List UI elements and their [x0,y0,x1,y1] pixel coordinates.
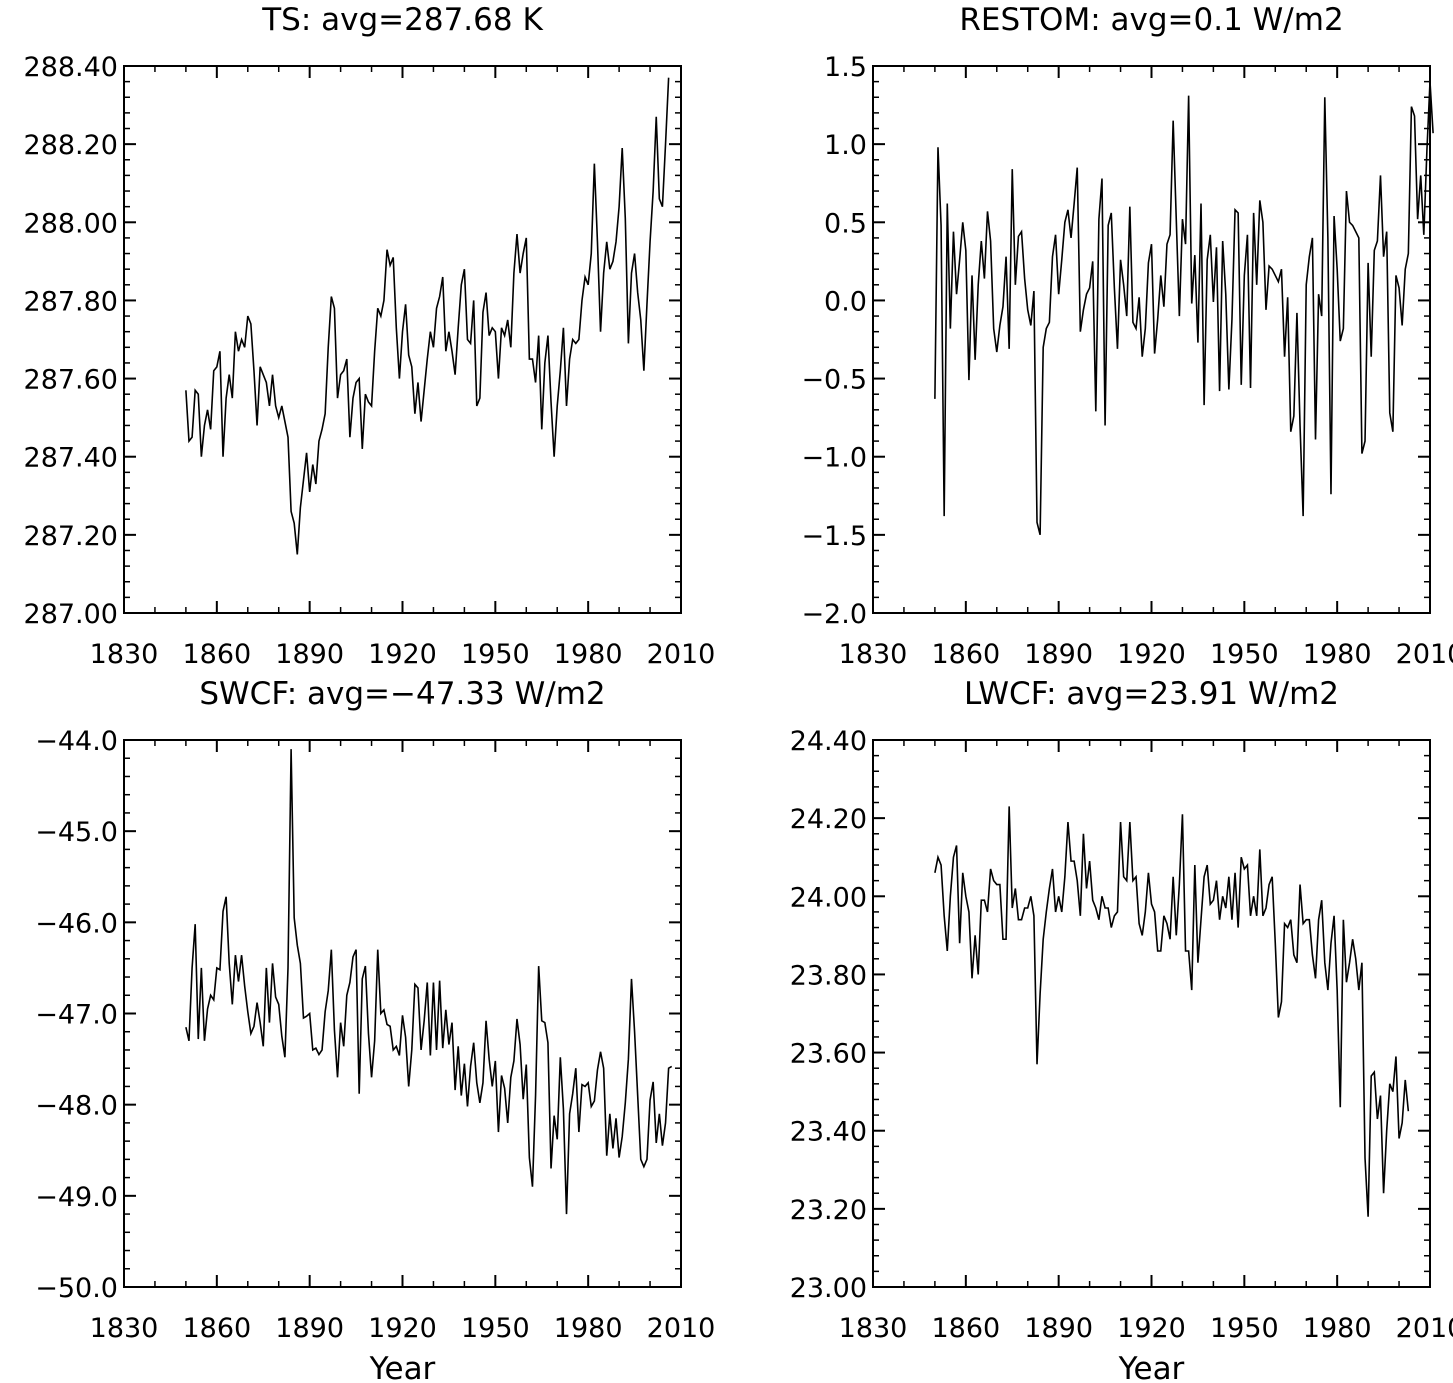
x-tick-label: 1890 [275,1313,344,1344]
x-tick-label: 2010 [1396,639,1453,670]
y-tick-label: 0.5 [824,208,867,239]
x-tick-label: 2010 [647,639,716,670]
y-tick-label: −0.5 [801,365,867,396]
x-tick-label: 1890 [1024,639,1093,670]
x-axis-label: Year [1118,1351,1185,1383]
x-tick-label: 1920 [1117,639,1186,670]
series-line [934,81,1434,536]
y-tick-label: 24.00 [790,882,867,913]
y-tick-label: −48.0 [35,1091,118,1122]
y-tick-label: 24.20 [790,804,867,835]
x-tick-label: 1860 [931,639,1000,670]
x-tick-label: 1980 [1303,639,1372,670]
x-tick-label: 2010 [1396,1313,1453,1344]
y-tick-label: −45.0 [35,817,118,848]
chart-title: LWCF: avg=23.91 W/m2 [964,676,1339,712]
chart-panel-3: SWCF: avg=−47.33 W/m2 1830 1860 1890 1920 195… [35,676,715,1383]
y-tick-label: 288.40 [24,52,118,83]
y-tick-label: 288.00 [24,208,118,239]
y-tick-label: 1.5 [824,52,867,83]
x-tick-label: 1980 [554,1313,623,1344]
y-tick-label: 23.40 [790,1117,867,1148]
x-tick-label: 1920 [368,1313,437,1344]
plot-frame [872,65,1431,614]
x-tick-label: 1980 [554,639,623,670]
series-line [185,77,670,555]
chart-panel-1: TS: avg=287.68 K 1830 1860 1890 1920 1950 1980… [24,2,716,670]
y-tick-label: 23.00 [790,1273,867,1304]
y-tick-label: 24.40 [790,726,867,757]
y-tick-label: 287.00 [24,599,118,630]
y-tick-label: 288.20 [24,130,118,161]
x-tick-label: 1950 [461,1313,530,1344]
y-tick-label: −2.0 [801,599,867,630]
y-tick-label: 1.0 [824,130,867,161]
y-tick-label: 287.80 [24,286,118,317]
x-axis-label: Year [369,1351,436,1383]
x-tick-label: 1890 [275,639,344,670]
x-tick-label: 1950 [461,639,530,670]
plot-frame [872,739,1431,1288]
chart-panel-2: RESTOM: avg=0.1 W/m2 1830 1860 1890 1920 1950… [801,2,1453,670]
x-tick-label: 1830 [839,1313,908,1344]
chart-title: SWCF: avg=−47.33 W/m2 [199,676,605,712]
x-tick-label: 1950 [1210,639,1279,670]
y-tick-label: −44.0 [35,726,118,757]
x-tick-label: 1860 [182,639,251,670]
x-tick-label: 1830 [90,639,159,670]
chart-title: TS: avg=287.68 K [261,2,543,38]
y-tick-label: −49.0 [35,1182,118,1213]
y-tick-label: 287.40 [24,443,118,474]
y-tick-label: 287.60 [24,365,118,396]
x-tick-label: 1920 [1117,1313,1186,1344]
series-line [185,749,673,1215]
y-tick-label: 287.20 [24,521,118,552]
y-tick-label: −47.0 [35,1000,118,1031]
x-tick-label: 1860 [182,1313,251,1344]
y-tick-label: −1.5 [801,521,867,552]
y-tick-label: 23.20 [790,1195,867,1226]
y-tick-label: 23.60 [790,1039,867,1070]
x-tick-label: 1830 [839,639,908,670]
chart-title: RESTOM: avg=0.1 W/m2 [959,2,1343,38]
y-tick-label: −1.0 [801,443,867,474]
x-tick-label: 1980 [1303,1313,1372,1344]
y-tick-label: −46.0 [35,908,118,939]
x-tick-label: 1830 [90,1313,159,1344]
x-tick-label: 2010 [647,1313,716,1344]
series-line [934,806,1410,1217]
x-tick-label: 1920 [368,639,437,670]
x-tick-label: 1950 [1210,1313,1279,1344]
y-tick-label: 23.80 [790,960,867,991]
x-tick-label: 1860 [931,1313,1000,1344]
x-tick-label: 1890 [1024,1313,1093,1344]
y-tick-label: 0.0 [824,286,867,317]
y-tick-label: −50.0 [35,1273,118,1304]
chart-panel-4: LWCF: avg=23.91 W/m2 1830 1860 1890 1920 1950… [790,676,1453,1383]
